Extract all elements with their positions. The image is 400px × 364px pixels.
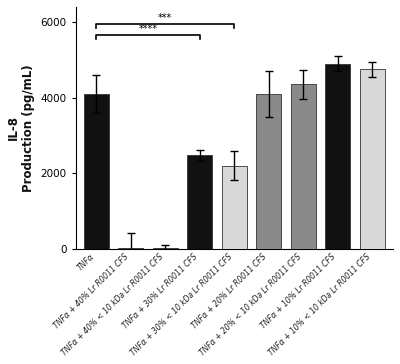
Y-axis label: IL-8
Production (pg/mL): IL-8 Production (pg/mL) bbox=[7, 64, 35, 192]
Bar bbox=[326, 64, 350, 249]
Text: ****: **** bbox=[139, 24, 158, 34]
Bar bbox=[222, 166, 247, 249]
Bar bbox=[291, 84, 316, 249]
Bar bbox=[256, 94, 281, 249]
Bar bbox=[84, 94, 109, 249]
Bar bbox=[153, 248, 178, 249]
Bar bbox=[118, 248, 143, 249]
Text: ***: *** bbox=[158, 13, 172, 23]
Bar bbox=[360, 70, 385, 249]
Bar bbox=[188, 155, 212, 249]
